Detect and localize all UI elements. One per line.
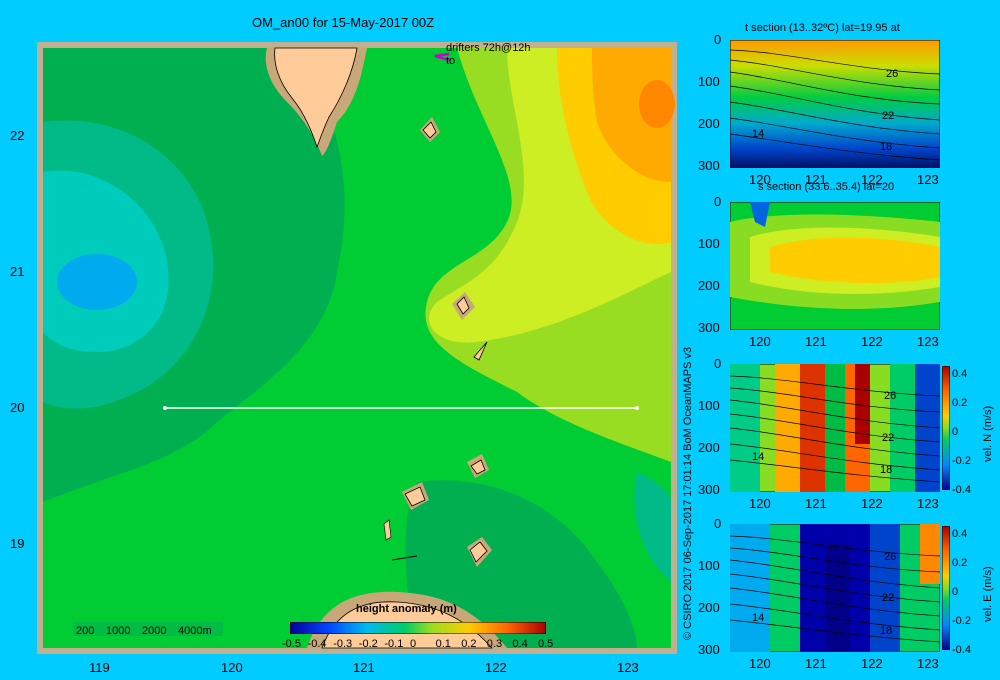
height-anomaly-map	[37, 42, 677, 654]
lon-tick: 123	[617, 660, 639, 675]
drifters-label: drifters 72h@12h	[446, 42, 531, 54]
colorbar-tick: -0.4	[307, 638, 327, 650]
colorbar-tick: 0.4	[512, 638, 528, 650]
contour-label: 14	[752, 128, 765, 140]
section-lon-tick: 121	[805, 172, 827, 187]
lon-tick: 122	[485, 660, 507, 675]
colorbar-tick: 0.3	[486, 638, 503, 650]
section-lon-tick: 121	[805, 656, 827, 671]
contour-label: 18	[880, 625, 893, 637]
colorbar-ticks: -0.5 -0.4 -0.3 -0.2 -0.1 0 0.1 0.2 0.3 0.4 0.5	[282, 638, 554, 652]
contour-label: 14	[752, 612, 765, 624]
contour-label: 14	[752, 451, 765, 463]
depth-legend-item: 2000	[142, 625, 167, 637]
vel-north-colorbar	[942, 366, 950, 490]
lon-tick: 120	[221, 660, 243, 675]
contour-label: 26	[884, 551, 897, 563]
depth-tick: 300	[698, 482, 720, 497]
depth-legend-item: 4000m	[178, 625, 212, 637]
velocity-colorbar-tick: 0.4	[952, 368, 968, 380]
colorbar-tick: -0.3	[333, 638, 353, 650]
depth-tick: 100	[698, 74, 720, 89]
velocity-colorbar-tick: -0.4	[952, 484, 971, 496]
section-lon-tick: 120	[749, 496, 771, 511]
lat-tick: 21	[10, 264, 25, 279]
section-lon-tick: 122	[861, 656, 883, 671]
depth-tick: 200	[698, 278, 720, 293]
depth-tick: 0	[714, 32, 722, 47]
depth-tick: 0	[714, 194, 722, 209]
section-lon-tick: 120	[749, 334, 771, 349]
section-lon-tick: 122	[861, 334, 883, 349]
section-lon-tick: 122	[861, 496, 883, 511]
section-lon-tick: 123	[917, 334, 939, 349]
panel-title: t section (13..32ºC) lat=19.95 at	[745, 22, 900, 34]
depth-tick: 0	[714, 516, 722, 531]
contour-label: 26	[884, 390, 897, 402]
velocity-colorbar-tick: -0.2	[952, 615, 971, 627]
colorbar-tick: -0.1	[384, 638, 404, 650]
section-lon-tick: 120	[749, 172, 771, 187]
contour-label: 22	[882, 592, 895, 604]
section-lon-tick: 122	[861, 172, 883, 187]
vel-east-colorbar	[942, 526, 950, 650]
lon-tick: 121	[353, 660, 375, 675]
velocity-colorbar-tick: -0.4	[952, 644, 971, 656]
section-lon-tick: 121	[805, 496, 827, 511]
depth-tick: 100	[698, 398, 720, 413]
section-lon-tick: 123	[917, 172, 939, 187]
lat-tick: 20	[10, 400, 25, 415]
lon-tick: 119	[89, 660, 110, 675]
depth-tick: 100	[698, 236, 720, 251]
temperature-section	[730, 40, 940, 168]
depth-tick: 0	[714, 356, 722, 371]
contour-label: 18	[880, 141, 893, 153]
colorbar-title: height anomaly (m)	[356, 603, 457, 615]
depth-tick: 300	[698, 320, 720, 335]
section-lon-tick: 123	[917, 656, 939, 671]
velocity-colorbar-tick: 0	[952, 586, 959, 598]
colorbar-tick: 0	[410, 638, 417, 650]
contour-label: 22	[882, 110, 895, 122]
vel-north-label: vel. N (m/s)	[982, 405, 994, 462]
colorbar-tick: -0.2	[358, 638, 378, 650]
velocity-colorbar-tick: 0	[952, 426, 959, 438]
velocity-colorbar-tick: -0.2	[952, 455, 971, 467]
section-lon-tick: 121	[805, 334, 827, 349]
colorbar-tick: 0.2	[461, 638, 477, 650]
drifters-sub: to	[446, 55, 456, 67]
depth-tick: 200	[698, 116, 720, 131]
colorbar-tick: -0.5	[282, 638, 301, 650]
section-lon-tick: 123	[917, 496, 939, 511]
velocity-colorbar-tick: 0.2	[952, 557, 968, 569]
colorbar-tick: 0.1	[435, 638, 451, 650]
panel-title: s section (33.6..35.4) lat=20	[758, 181, 895, 193]
lat-tick: 22	[10, 128, 25, 143]
vel-east-label: vel. E (m/s)	[982, 566, 994, 622]
contour-label: 18	[880, 464, 893, 476]
map-title: OM_an00 for 15-May-2017 00Z	[252, 15, 435, 30]
lat-tick: 19	[10, 536, 25, 551]
velocity-colorbar-tick: 0.2	[952, 397, 968, 409]
depth-tick: 300	[698, 158, 720, 173]
salinity-section	[730, 202, 940, 330]
colorbar-tick: 0.5	[538, 638, 554, 650]
vel-east-section	[730, 524, 940, 652]
velocity-colorbar-tick: 0.4	[952, 528, 968, 540]
section-lon-tick: 120	[749, 656, 771, 671]
depth-legend-item: 200	[76, 625, 95, 637]
credit-text: © CSIRO 2017 06-Sep-2017 17:01:14 BoM Oc…	[682, 346, 694, 640]
vel-north-section	[730, 364, 940, 492]
depth-legend-item: 1000	[106, 625, 131, 637]
depth-tick: 100	[698, 558, 720, 573]
height-anomaly-colorbar	[290, 622, 546, 634]
depth-tick: 300	[698, 642, 720, 657]
contour-label: 26	[886, 68, 899, 80]
depth-tick: 200	[698, 600, 720, 615]
contour-label: 22	[882, 432, 895, 444]
depth-tick: 200	[698, 440, 720, 455]
